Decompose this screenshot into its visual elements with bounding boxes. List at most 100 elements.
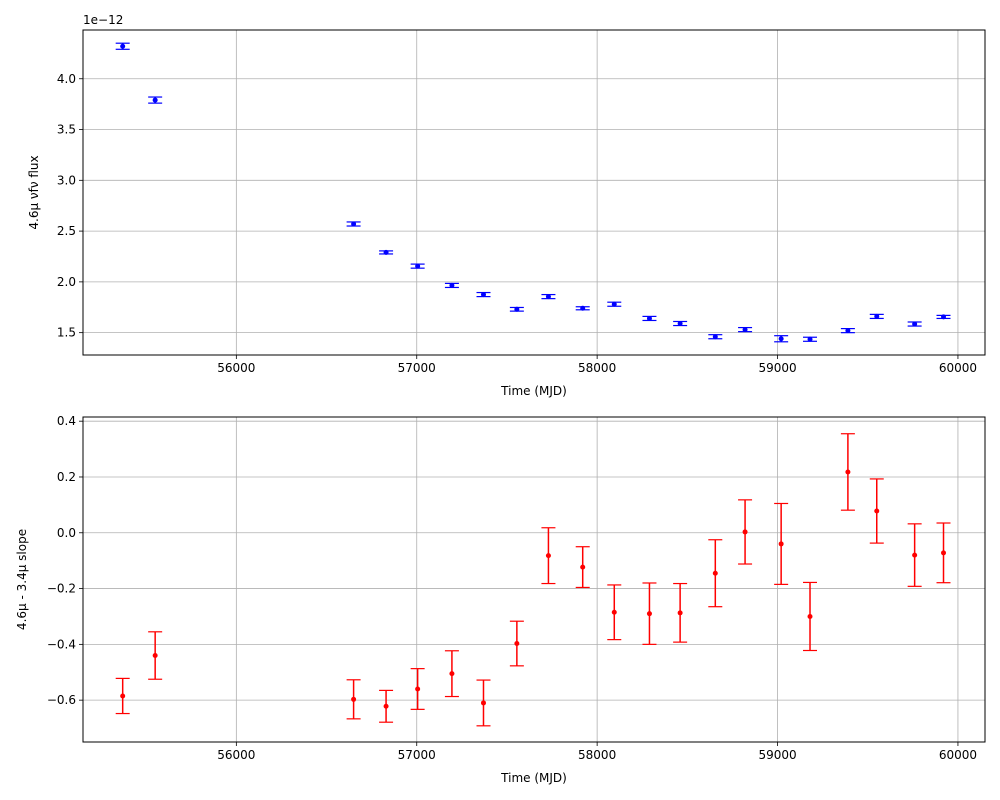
slope-data-point	[410, 668, 425, 710]
slope-data-point	[379, 689, 394, 723]
flux-panel: 56000 57000 58000 59000 60000 1.5 2.0 2.5 3.0 3.5…	[27, 13, 986, 398]
slope-y-tick-label: −0.2	[47, 582, 76, 596]
slope-point-marker	[845, 469, 851, 475]
flux-point-marker	[742, 327, 748, 333]
slope-point-marker	[351, 696, 357, 702]
flux-point-marker	[611, 301, 617, 307]
flux-data-point	[410, 263, 425, 269]
slope-data-point	[907, 523, 922, 587]
flux-data-point	[575, 305, 590, 311]
slope-data-point	[840, 433, 855, 511]
flux-data-point	[936, 314, 951, 320]
flux-x-tick-label: 56000	[217, 361, 255, 375]
slope-y-tick-label: 0.0	[57, 526, 76, 540]
slope-point-marker	[874, 508, 880, 514]
slope-data-point	[541, 527, 556, 585]
flux-data-point	[115, 42, 130, 50]
flux-point-marker	[514, 306, 520, 312]
slope-point-marker	[480, 700, 486, 706]
slope-y-tick-label: −0.6	[47, 693, 76, 707]
slope-data-point	[115, 677, 130, 715]
slope-point-marker	[807, 613, 813, 619]
flux-point-marker	[677, 321, 683, 327]
flux-x-tick-label: 60000	[939, 361, 977, 375]
slope-data-point	[869, 478, 884, 544]
flux-data-point	[708, 334, 723, 340]
slope-data-point	[444, 650, 459, 698]
flux-point-marker	[480, 292, 486, 298]
flux-point-marker	[807, 336, 813, 342]
flux-data-point	[607, 301, 622, 307]
flux-data-points	[115, 42, 951, 343]
slope-point-marker	[152, 653, 158, 659]
slope-grid	[83, 417, 985, 742]
slope-data-point	[575, 546, 590, 589]
flux-data-point	[346, 221, 361, 227]
flux-y-tick-label: 3.5	[57, 123, 76, 137]
slope-data-point	[509, 620, 524, 667]
slope-data-point	[774, 502, 789, 585]
slope-data-point	[642, 582, 657, 645]
flux-data-point	[774, 335, 789, 343]
slope-y-tick-label: 0.4	[57, 414, 76, 428]
slope-point-marker	[611, 609, 617, 615]
slope-axes-frame	[82, 416, 986, 743]
slope-panel: 56000 57000 58000 59000 60000 −0.6 −0.4 −0.2 0.0…	[15, 414, 986, 785]
slope-x-tick-label: 58000	[578, 748, 616, 762]
flux-x-axis-label: Time (MJD)	[500, 384, 567, 398]
flux-data-point	[509, 306, 524, 312]
flux-x-tick-label: 57000	[398, 361, 436, 375]
slope-point-marker	[646, 611, 652, 617]
slope-data-point	[738, 499, 753, 565]
slope-x-axis-label: Time (MJD)	[500, 771, 567, 785]
flux-y-axis-label: 4.6μ νfν flux	[27, 155, 41, 229]
slope-point-marker	[383, 703, 389, 709]
flux-point-marker	[415, 263, 421, 269]
flux-data-point	[444, 282, 459, 289]
slope-point-marker	[120, 693, 126, 699]
slope-data-points	[115, 433, 951, 727]
flux-point-marker	[152, 97, 158, 103]
flux-grid	[83, 30, 985, 355]
slope-point-marker	[580, 564, 586, 570]
slope-data-point	[936, 522, 951, 584]
flux-ticks: 56000 57000 58000 59000 60000 1.5 2.0 2.5 3.0 3.5…	[57, 72, 977, 375]
flux-point-marker	[712, 334, 718, 340]
flux-axes-frame	[82, 29, 986, 356]
slope-x-tick-label: 56000	[217, 748, 255, 762]
flux-data-point	[673, 320, 688, 327]
flux-point-marker	[580, 305, 586, 311]
slope-data-point	[476, 679, 491, 727]
flux-point-marker	[120, 43, 126, 49]
slope-point-marker	[677, 610, 683, 616]
slope-point-marker	[514, 641, 520, 647]
flux-offset-text: 1e−12	[83, 13, 123, 27]
slope-data-point	[803, 581, 818, 652]
flux-y-tick-label: 2.5	[57, 224, 76, 238]
flux-y-tick-label: 2.0	[57, 275, 76, 289]
flux-y-tick-label: 4.0	[57, 72, 76, 86]
flux-x-tick-label: 58000	[578, 361, 616, 375]
slope-point-marker	[415, 686, 421, 692]
slope-x-tick-label: 57000	[398, 748, 436, 762]
slope-y-tick-label: −0.4	[47, 637, 76, 651]
flux-point-marker	[351, 221, 357, 227]
flux-point-marker	[778, 336, 784, 342]
slope-data-point	[708, 539, 723, 608]
flux-data-point	[869, 313, 884, 320]
slope-point-marker	[778, 541, 784, 547]
flux-data-point	[840, 327, 855, 334]
flux-point-marker	[449, 282, 455, 288]
flux-point-marker	[912, 321, 918, 327]
slope-y-tick-label: 0.2	[57, 470, 76, 484]
flux-data-point	[642, 315, 657, 322]
slope-point-marker	[545, 553, 551, 559]
flux-point-marker	[941, 314, 947, 320]
flux-x-tick-label: 59000	[758, 361, 796, 375]
flux-point-marker	[845, 328, 851, 334]
slope-data-point	[673, 582, 688, 643]
slope-data-point	[346, 679, 361, 720]
flux-data-point	[907, 321, 922, 327]
slope-point-marker	[712, 570, 718, 576]
slope-ticks: 56000 57000 58000 59000 60000 −0.6 −0.4 −0.2 0.0…	[47, 414, 977, 762]
